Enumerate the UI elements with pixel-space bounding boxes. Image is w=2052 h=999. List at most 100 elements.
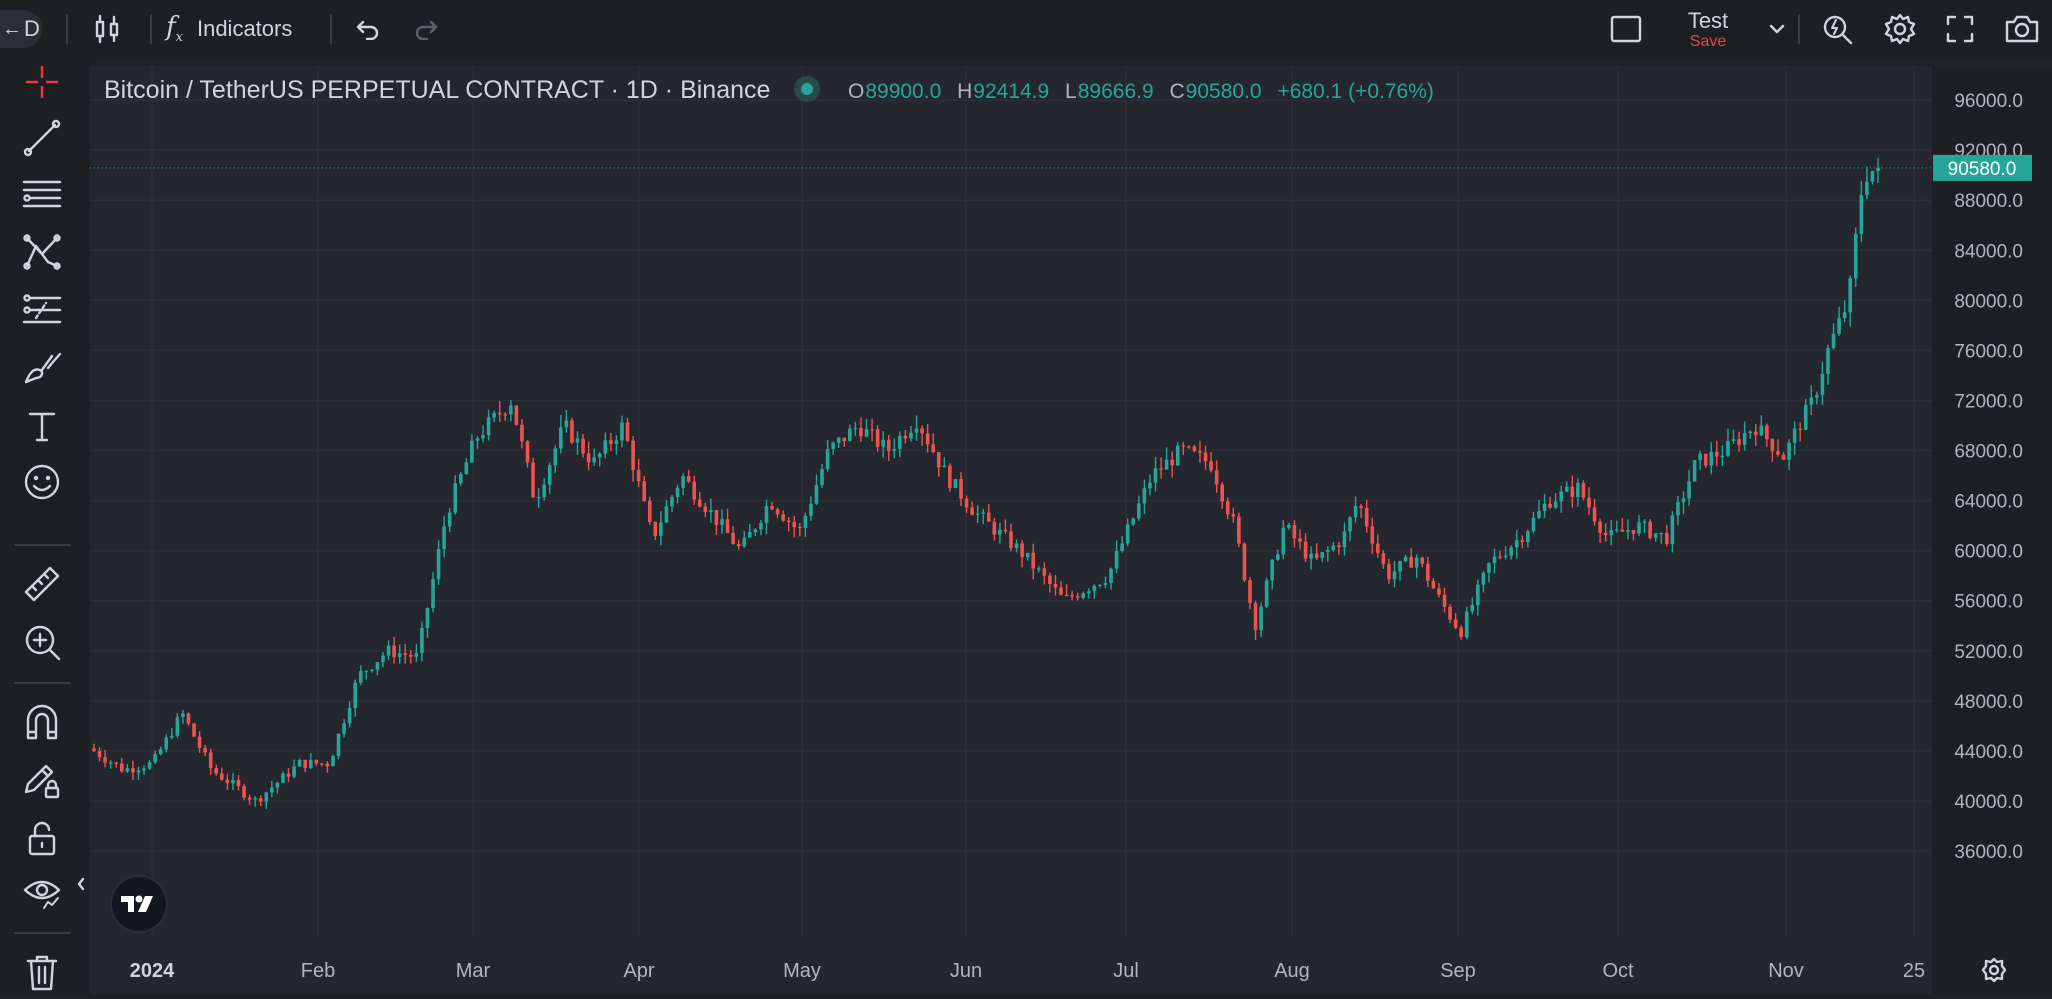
candle-body (142, 768, 146, 771)
candle-body (853, 427, 858, 430)
redo-button[interactable] (408, 12, 444, 46)
brush-tool[interactable] (18, 344, 66, 392)
candle-body (586, 453, 591, 463)
candle-body (597, 453, 602, 458)
price-chart[interactable]: 36000.0 40000.0 44000.0 48000.0 52000.0 56000… (90, 41, 2052, 994)
last-price-label-bg (1933, 154, 2032, 181)
tradingview-logo[interactable] (110, 875, 168, 933)
candle-body (1459, 627, 1463, 638)
camera-icon (2005, 15, 2039, 43)
candle-body (1075, 596, 1080, 598)
candle-body (692, 481, 697, 500)
candle-body (820, 469, 824, 486)
candle-body (1765, 425, 1769, 440)
candle-body (1559, 491, 1564, 502)
layout-button[interactable] (1608, 12, 1644, 46)
candle-body (1648, 521, 1652, 538)
market-status-dot[interactable] (794, 76, 820, 102)
candle-body (297, 759, 302, 767)
fullscreen-button[interactable] (1940, 10, 1980, 48)
candle-body (547, 465, 552, 485)
quick-search-button[interactable] (1818, 10, 1858, 48)
lock-tool[interactable] (18, 814, 66, 862)
indicators-button[interactable]: fx Indicators (166, 10, 346, 48)
candle-body (881, 439, 885, 447)
candle-body (1570, 486, 1575, 498)
candle-body (1292, 524, 1297, 539)
tradingview-logo-icon (121, 895, 153, 912)
fib-tool[interactable] (18, 170, 66, 218)
settings-gear-icon (1981, 957, 2007, 983)
lock-drawings-tool[interactable] (18, 756, 66, 804)
candle-body (1720, 455, 1725, 457)
x-tick-label: Oct (1602, 960, 1634, 982)
text-tool[interactable] (18, 402, 66, 450)
candle-body (1181, 445, 1186, 447)
candle-body (553, 448, 558, 466)
candle-body (1148, 482, 1152, 489)
candle-body (1420, 557, 1425, 564)
candle-body (925, 433, 930, 445)
candle-body (1609, 529, 1614, 536)
magnet-tool[interactable] (18, 698, 66, 746)
forecast-tool[interactable] (18, 286, 66, 334)
candle-body (119, 763, 124, 772)
zoom-tool[interactable] (18, 618, 66, 666)
candle-body (308, 759, 313, 768)
chart-type-button[interactable] (90, 10, 124, 48)
remove-drawings-tool[interactable] (18, 948, 66, 996)
candle-body (1853, 233, 1858, 279)
symbol-legend-title[interactable]: Bitcoin / TetherUS PERPETUAL CONTRACT · … (104, 76, 771, 104)
candle-body (464, 462, 469, 475)
candle-body (220, 773, 224, 780)
chart-settings-button[interactable] (1978, 954, 2010, 986)
candle-body (208, 752, 213, 769)
magnet-icon (26, 704, 58, 740)
candle-body (247, 797, 252, 800)
candle-body (231, 779, 235, 784)
settings-button[interactable] (1880, 10, 1920, 48)
candle-body (1220, 484, 1224, 502)
snapshot-button[interactable] (2000, 10, 2044, 48)
candle-body (1275, 554, 1280, 560)
candle-body (1665, 532, 1669, 544)
emoji-tool[interactable] (18, 458, 66, 506)
candle-body (1337, 545, 1341, 548)
candle-body (1298, 538, 1302, 542)
collapse-toolbar-button[interactable] (72, 870, 90, 898)
crosshair-tool[interactable] (18, 58, 66, 106)
y-tick-label: 48000.0 (1954, 692, 2023, 713)
pattern-tool[interactable] (18, 228, 66, 276)
candle-body (375, 662, 380, 670)
candle-body (114, 762, 119, 764)
candle-body (592, 457, 596, 463)
candle-body (625, 422, 630, 441)
candle-body (1698, 453, 1702, 461)
candle-body (164, 737, 169, 750)
candle-body (353, 682, 358, 709)
candle-body (964, 498, 969, 508)
candle-body (1587, 497, 1591, 508)
candle-body (1314, 553, 1319, 558)
candle-body (1626, 530, 1630, 532)
candle-body (1676, 502, 1680, 516)
candle-body (686, 476, 691, 482)
candle-body (1709, 451, 1714, 466)
layout-menu-button[interactable] (1762, 16, 1792, 42)
measure-tool[interactable] (18, 560, 66, 608)
candle-body (581, 438, 585, 454)
x-tick-label: 2024 (130, 960, 175, 982)
chart-pane[interactable]: 36000.0 40000.0 44000.0 48000.0 52000.0 56000… (90, 41, 2052, 994)
candle-body (1876, 167, 1880, 172)
candle-body (898, 435, 902, 449)
zoom-in-icon (25, 625, 61, 661)
symbol-search-button[interactable]: ← D (0, 10, 42, 48)
candle-body (575, 438, 580, 443)
candle-body (1048, 575, 1052, 584)
trend-line-tool[interactable] (18, 114, 66, 162)
candle-body (981, 512, 986, 514)
hide-tool[interactable] (18, 868, 66, 916)
candle-body (186, 713, 191, 724)
candle-body (842, 437, 847, 442)
undo-button[interactable] (350, 12, 386, 46)
